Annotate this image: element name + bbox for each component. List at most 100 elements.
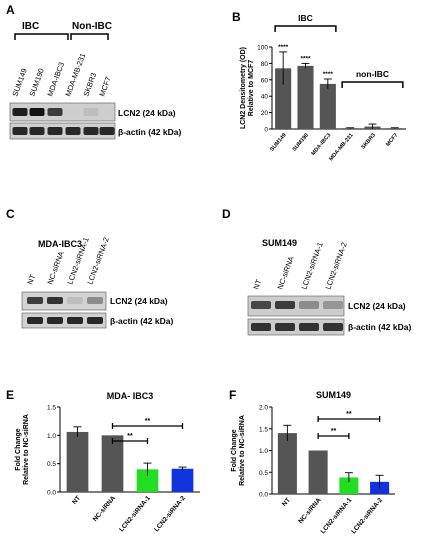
- y-tick-label: 20: [261, 110, 269, 117]
- bar-lcn2-sirna-1: [339, 477, 359, 494]
- x-tick-label-sum190: SUM190: [292, 132, 310, 152]
- panel-d-lcn2-membrane: [247, 295, 345, 317]
- x-tick-label-skbr3: SKBR3: [360, 132, 377, 150]
- actin-band-nt: [251, 323, 271, 331]
- lane-label-mda-ibc3: MDA-IBC3: [45, 61, 66, 98]
- panel-c-actin-bands: [27, 317, 103, 324]
- x-tick-label-lcn2-sirna-2: LCN2-siRNA-2: [350, 496, 384, 535]
- chart-title: SUM149: [316, 390, 351, 400]
- lcn2-band-mda-ibc3: [47, 108, 63, 116]
- significance-label: ****: [278, 44, 289, 51]
- y-axis-label: Fold Change: [15, 428, 22, 470]
- panel-d-letter: D: [222, 207, 231, 221]
- panel-f-letter: F: [229, 388, 236, 402]
- x-tick-label-lcn2-sirna-1: LCN2-siRNA-1: [319, 496, 353, 535]
- panel-d-lcn2-band-label: LCN2 (24 kDa): [348, 301, 406, 311]
- panel-e-letter: E: [6, 388, 14, 402]
- x-tick-label-lcn2-sirna-2: LCN2-siRNA-2: [153, 494, 187, 533]
- lcn2-band-sum149: [12, 108, 28, 116]
- lcn2-band-lcn2-sirna-1: [299, 301, 319, 309]
- group-bracket-ibc: [274, 25, 337, 32]
- panel-b-letter: B: [232, 10, 241, 24]
- x-tick-label-lcn2-sirna-1: LCN2-siRNA-1: [118, 494, 152, 533]
- y-tick-label: 1.5: [259, 426, 268, 433]
- actin-band-lcn2-sirna-2: [87, 317, 103, 324]
- y-tick-label: 100: [257, 45, 268, 52]
- y-axis-label: Relative to NC-siRNA: [239, 415, 246, 486]
- group-ibc-bracket: [14, 33, 69, 40]
- bar-nc-sirna: [101, 435, 124, 492]
- panel-e-fold-change-chart: E MDA- IBC3 0.0 0.5 1.0 1.5 Fold Change Relati…: [6, 388, 200, 533]
- bar-nt: [66, 431, 89, 492]
- y-tick-label: 0.0: [47, 490, 56, 497]
- lcn2-band-lcn2-sirna-1: [67, 297, 83, 304]
- y-axis-label: Relative to NC-siRNA: [23, 414, 30, 485]
- comparison-significance: **: [331, 428, 337, 435]
- panel-c-western-blot: C MDA-IBC3 NT NC-siRNA LCN2-siRNA-1LCN2-si…: [6, 207, 173, 329]
- panel-c-lcn2-membrane: [21, 291, 107, 311]
- lane-label-lcn2-sirna-2: LCN2-siRNA-2: [323, 241, 348, 291]
- y-axis-label: Relative to MCF7: [248, 60, 255, 117]
- bar-nt: [277, 433, 297, 494]
- y-tick-label: 0.5: [47, 461, 56, 468]
- panel-d-title: SUM149: [262, 238, 297, 248]
- lane-label-nt: NT: [251, 278, 263, 291]
- y-tick-label: 0: [264, 127, 268, 134]
- group-bracket-label-ibc: IBC: [298, 13, 313, 23]
- panel-f-fold-change-chart: F SUM149 0.0 0.5 1.0 1.5 2.0 Fold Change Relati…: [229, 388, 395, 535]
- panel-a-lcn2-bands: [12, 108, 115, 116]
- comparison-significance: **: [127, 433, 133, 440]
- panel-a-letter: A: [6, 3, 15, 17]
- actin-band-mda-mb-231: [65, 127, 81, 135]
- group-bracket-label-non-ibc: non-IBC: [356, 69, 389, 79]
- lane-label-skbr3: SKBR3: [81, 71, 98, 97]
- panel-d-actin-bands: [251, 323, 343, 331]
- bar-mda-ibc3: [319, 83, 336, 129]
- bar-nc-sirna: [308, 450, 328, 494]
- x-tick-label-nc-sirna: NC-siRNA: [92, 495, 118, 524]
- x-tick-label-nt: NT: [71, 495, 82, 506]
- x-tick-label-mda-mb-231: MDA-MB-231: [328, 132, 354, 162]
- group-non-ibc-bracket: [70, 33, 109, 40]
- lcn2-band-skbr3: [83, 108, 99, 116]
- actin-band-nc-sirna: [275, 323, 295, 331]
- lane-label-sum149: SUM149: [10, 67, 28, 98]
- comparison-significance: **: [145, 418, 151, 425]
- y-axis-label: Fold Change: [231, 429, 238, 471]
- lcn2-band-sum190: [29, 108, 45, 116]
- actin-band-lcn2-sirna-2: [323, 323, 343, 331]
- panel-c-title: MDA-IBC3: [38, 239, 82, 249]
- y-tick-label: 0.5: [259, 470, 268, 477]
- significance-label: ****: [300, 55, 311, 62]
- actin-band-sum149: [12, 127, 28, 135]
- panel-c-lcn2-band-label: LCN2 (24 kDa): [110, 296, 168, 306]
- lane-label-mcf7: MCF7: [97, 75, 112, 97]
- group-ibc-label: IBC: [22, 21, 39, 32]
- panel-b-densitometry-chart: B 0 20 40 60 80 100 LCN2 Densitometry (OD) Rela…: [232, 10, 406, 162]
- y-tick-label: 40: [261, 94, 269, 101]
- actin-band-lcn2-sirna-1: [299, 323, 319, 331]
- actin-band-sum190: [29, 127, 45, 135]
- x-tick-label-mda-ibc3: MDA-IBC3: [310, 132, 332, 156]
- lcn2-band-nt: [251, 301, 271, 309]
- bar-lcn2-sirna-2: [171, 468, 194, 492]
- x-tick-label-nt: NT: [281, 497, 292, 508]
- panel-d-lcn2-bands: [251, 301, 343, 309]
- lcn2-band-lcn2-sirna-2: [87, 297, 103, 304]
- panel-a-actin-band-label: β-actin (42 kDa): [118, 127, 181, 137]
- actin-band-lcn2-sirna-1: [67, 317, 83, 324]
- lcn2-band-mda-mb-231: [65, 108, 81, 116]
- lcn2-band-mcf7: [99, 108, 115, 116]
- y-axis-label: LCN2 Densitometry (OD): [240, 47, 247, 129]
- panel-c-letter: C: [6, 207, 15, 221]
- actin-band-skbr3: [83, 127, 99, 135]
- actin-band-nt: [27, 317, 43, 324]
- bar-sum149: [275, 68, 292, 129]
- panel-c-actin-membrane: [21, 312, 107, 329]
- actin-band-nc-sirna: [47, 317, 63, 324]
- bar-lcn2-sirna-1: [136, 469, 159, 492]
- panel-d-western-blot: D SUM149 NT NC-siRNA LCN2-siRNA-1LCN2-siRN…: [222, 207, 411, 336]
